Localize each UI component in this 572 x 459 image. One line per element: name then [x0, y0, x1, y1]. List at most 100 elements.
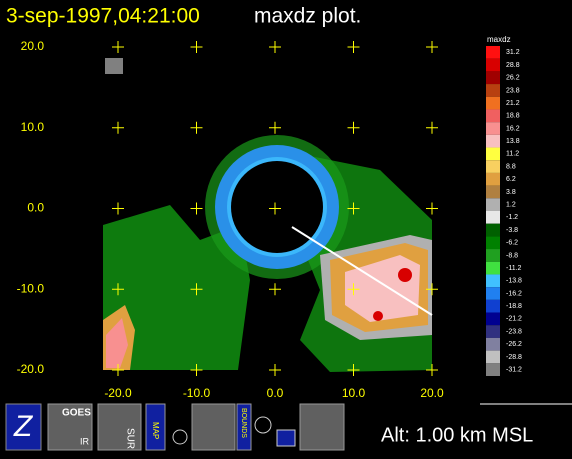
sur-label: SUR	[124, 428, 135, 449]
goes-button[interactable]	[47, 403, 93, 451]
colorbar-label: 13.8	[506, 138, 520, 145]
grid-cross	[269, 121, 281, 134]
colorbar-label: -6.2	[506, 240, 518, 247]
colorbar-label: 6.2	[506, 176, 516, 183]
colorbar-swatch	[486, 147, 500, 161]
grid-cross	[112, 41, 124, 53]
colorbar-swatch	[486, 134, 500, 148]
colorbar-swatch	[486, 198, 500, 211]
grid-cross	[112, 121, 124, 134]
grid-cross	[347, 202, 360, 215]
grid-cross	[426, 121, 438, 134]
colorbar-swatch	[486, 71, 500, 85]
circle-button[interactable]	[172, 429, 188, 445]
colorbar-label: 3.8	[506, 189, 516, 196]
grid-cross	[269, 41, 281, 53]
colorbar-label: -31.2	[506, 366, 522, 373]
sur-button[interactable]	[97, 403, 142, 451]
colorbar-label: 18.8	[506, 113, 520, 120]
grid-cross	[426, 364, 438, 376]
grid-cross	[112, 283, 124, 296]
grid-button[interactable]	[191, 403, 236, 451]
grid-cross	[269, 283, 281, 296]
colorbar-label: 21.2	[506, 100, 520, 107]
grid-cross	[190, 121, 203, 134]
colorbar-label: -18.8	[506, 303, 522, 310]
goes-label: GOES	[62, 408, 91, 419]
colorbar-swatch	[486, 337, 500, 351]
ring-button[interactable]	[254, 416, 272, 434]
grid-cross	[190, 364, 203, 376]
colorbar-swatch	[486, 350, 500, 364]
map-label: MAP	[151, 422, 160, 439]
grid-cross	[426, 202, 438, 215]
colorbar-swatch	[486, 249, 500, 262]
colorbar-swatch	[486, 109, 500, 123]
colorbar-label: -23.8	[506, 328, 522, 335]
colorbar-label: 11.2	[506, 151, 519, 158]
toolbar: Z GOES IR SUR MAP BOUNDS	[5, 403, 345, 451]
colorbar-label: -21.2	[506, 316, 522, 323]
colorbar-swatch	[486, 236, 500, 250]
colorbar-title: maxdz	[487, 35, 511, 44]
colorbar-swatch	[486, 274, 500, 288]
colorbar-swatch	[486, 261, 500, 275]
colorbar-label: 16.2	[506, 125, 520, 132]
colorbar-label: 8.8	[506, 163, 516, 170]
colorbar-label: -11.2	[506, 265, 522, 272]
svg-text:Z: Z	[13, 410, 34, 443]
x-tick-label: 10.0	[342, 386, 366, 400]
colorbar-swatch	[486, 325, 500, 338]
colorbar-swatch	[486, 312, 500, 326]
ir-label: IR	[80, 436, 90, 446]
map-button[interactable]	[145, 403, 166, 451]
colorbar-label: 26.2	[506, 75, 520, 82]
y-tick-label: -10.0	[17, 281, 45, 295]
colorbar-swatch	[486, 363, 500, 376]
grid-cross	[426, 283, 438, 296]
plot-title: maxdz plot.	[254, 5, 361, 28]
y-tick-label: 20.0	[21, 39, 45, 53]
grid-cross	[112, 202, 124, 215]
grid-cross	[347, 283, 360, 296]
colorbar-label: 28.8	[506, 62, 520, 69]
radar-image	[103, 58, 433, 372]
y-tick-label: 10.0	[21, 120, 45, 134]
grid-cross	[426, 41, 438, 53]
grid-cross	[347, 121, 360, 134]
colorbar-label: 31.2	[506, 49, 520, 56]
colorbar-swatch	[486, 211, 500, 224]
grid-cross	[269, 364, 281, 376]
colorbar-swatch	[486, 84, 500, 97]
grid-cross	[347, 41, 360, 53]
colorbar-swatch	[486, 96, 500, 110]
grid-cross	[269, 202, 281, 215]
colorbar-label: -16.2	[506, 290, 522, 297]
grid-cross	[190, 283, 203, 296]
colorbar-swatch	[486, 172, 500, 186]
colorbar-label: -3.8	[506, 227, 518, 234]
x-tick-label: -10.0	[183, 386, 211, 400]
colorbar-label: -28.8	[506, 354, 522, 361]
colorbar-label: -1.2	[506, 214, 518, 221]
colorbar-label: -26.2	[506, 341, 522, 348]
colorbar-swatch	[486, 122, 500, 135]
colorbar-swatch	[486, 185, 500, 199]
tools-button[interactable]	[299, 403, 345, 451]
colorbar-label: -13.8	[506, 278, 522, 285]
colorbar-swatch	[486, 46, 500, 59]
x-tick-label: 20.0	[420, 386, 444, 400]
colorbar-swatch	[486, 160, 500, 173]
table-button[interactable]	[276, 429, 296, 447]
y-tick-label: 0.0	[27, 201, 44, 215]
colorbar-label: 23.8	[506, 87, 520, 94]
x-tick-label: 0.0	[267, 386, 284, 400]
x-tick-label: -20.0	[104, 386, 132, 400]
timestamp: 3-sep-1997,04:21:00	[6, 5, 200, 28]
grid-cross	[112, 364, 124, 376]
bounds-button[interactable]	[236, 403, 252, 451]
colorbar-swatch	[486, 287, 500, 300]
z-button[interactable]	[5, 403, 42, 451]
bounds-label: BOUNDS	[240, 408, 247, 438]
